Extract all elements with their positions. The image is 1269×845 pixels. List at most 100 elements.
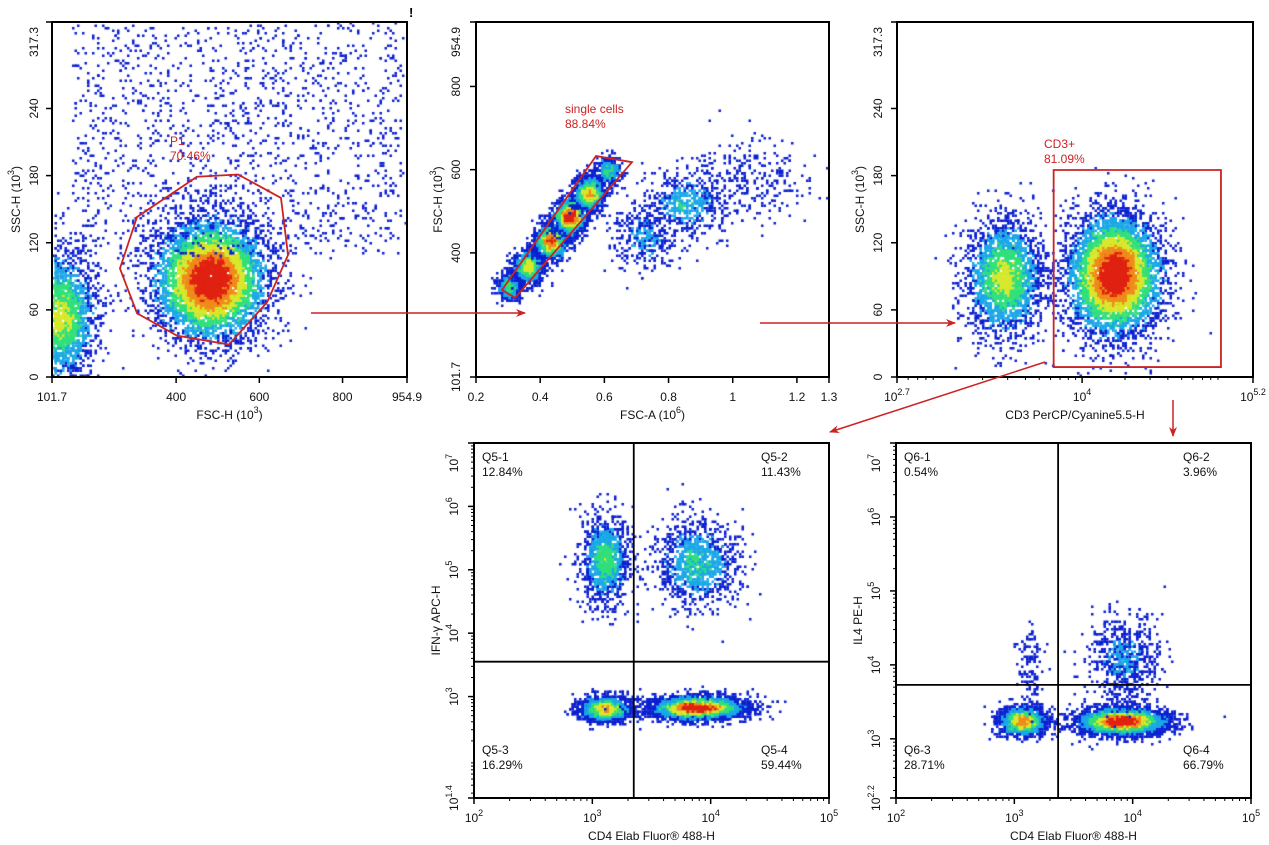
quadrant-name: Q6-3	[904, 743, 931, 757]
tick-label-base: 600	[449, 159, 463, 179]
tick-label-base: 0	[871, 373, 885, 380]
axis-label-exponent: 3	[850, 170, 860, 175]
y-tick-label: 101.4	[444, 785, 461, 811]
x-tick-label: 103	[583, 808, 601, 825]
tick-label-base: 10	[887, 811, 901, 825]
tick-label-base: 0.6	[596, 390, 613, 404]
tick-label-base: 10	[1073, 390, 1087, 404]
plot-frame	[51, 21, 408, 378]
tick-label-base: 10	[869, 512, 883, 526]
y-tick-label: 107	[444, 454, 461, 472]
x-tick-label: 105	[820, 808, 838, 825]
x-tick-label: 1.3	[821, 390, 838, 404]
y-tick-label: 107	[866, 454, 883, 472]
axis-label-text: CD3 PerCP/Cyanine5.5-H	[1005, 408, 1144, 422]
tick-label-exponent: 2.2	[866, 785, 876, 798]
y-tick-label: 317.3	[871, 27, 885, 57]
tick-label-exponent: 5	[833, 808, 838, 818]
plot-frame	[896, 21, 1254, 378]
quadrant-name: Q6-4	[1183, 743, 1210, 757]
quadrant-percent: 11.43%	[761, 465, 801, 479]
axis-label-tail: )	[9, 166, 23, 170]
y-tick-label: 105	[444, 561, 461, 579]
tick-label-base: 317.3	[871, 27, 885, 57]
x-tick-label: 800	[333, 390, 353, 404]
y-tick-label: 600	[449, 159, 463, 179]
tick-label-base: 0.2	[468, 390, 485, 404]
x-axis-label: FSC-A (106)	[620, 405, 685, 422]
quadrant-percent: 66.79%	[1183, 758, 1224, 772]
x-tick-label: 1.2	[789, 390, 806, 404]
tick-label-base: 10	[583, 811, 597, 825]
x-tick-label: 0.4	[532, 390, 549, 404]
x-axis-label: CD4 Elab Fluor® 488-H	[588, 829, 715, 843]
tick-label-base: 10	[447, 565, 461, 579]
axis-label-exponent: 6	[676, 405, 681, 415]
tick-label-base: 180	[27, 165, 41, 185]
tick-label-base: 800	[449, 76, 463, 96]
tick-label-base: 10	[869, 660, 883, 674]
x-tick-label: 105	[1242, 808, 1260, 825]
quadrant-percent: 59.44%	[761, 758, 802, 772]
axis-label-tail: )	[853, 166, 867, 170]
tick-label-base: 600	[249, 390, 269, 404]
tick-label-exponent: 3	[597, 808, 602, 818]
gate-percent: 70.46%	[170, 149, 211, 163]
tick-label-base: 10	[869, 734, 883, 748]
y-tick-label: 240	[27, 98, 41, 118]
tick-label-base: 400	[166, 390, 186, 404]
y-tick-label: 240	[871, 98, 885, 118]
tick-label-exponent: 6	[444, 497, 454, 502]
y-tick-label: 120	[27, 232, 41, 252]
x-tick-label: 104	[701, 808, 719, 825]
x-tick-label: 102	[465, 808, 483, 825]
x-tick-label: 954.9	[392, 390, 422, 404]
tick-label-exponent: 4	[715, 808, 720, 818]
x-tick-label: 0.6	[596, 390, 613, 404]
tick-label-base: 1.3	[821, 390, 838, 404]
plot-2: 0.2 0.4 0.6 0.8 1 1.2 1.3 101.7 400 600 800 954.9 FS…	[428, 21, 838, 422]
x-tick-label: 103	[1005, 808, 1023, 825]
tick-label-exponent: 4	[1086, 387, 1091, 397]
tick-label-exponent: 3	[1019, 808, 1024, 818]
tick-label-base: 10	[447, 692, 461, 706]
y-axis-label: IFN-γ APC-H	[429, 586, 443, 656]
axis-label-tail: )	[259, 408, 263, 422]
tick-label-exponent: 4	[1137, 808, 1142, 818]
x-tick-label: 600	[249, 390, 269, 404]
tick-label-base: 240	[27, 98, 41, 118]
tick-label-exponent: 4	[866, 656, 876, 661]
tick-label-base: 101.7	[37, 390, 67, 404]
x-axis-label: CD3 PerCP/Cyanine5.5-H	[1005, 408, 1144, 422]
tick-label-exponent: 7	[866, 454, 876, 459]
y-tick-label: 180	[27, 165, 41, 185]
tick-label-base: 10	[447, 629, 461, 643]
y-tick-label: 0	[871, 373, 885, 380]
tick-label-base: 954.9	[449, 27, 463, 57]
y-axis-label: FSC-H (103)	[428, 166, 445, 232]
density-dots-plot-5	[896, 443, 1251, 798]
tick-label-base: 317.3	[27, 27, 41, 57]
tick-label-exponent: 7	[444, 454, 454, 459]
y-tick-label: 104	[444, 624, 461, 642]
tick-label-base: 0.8	[660, 390, 677, 404]
tick-label-base: 10	[447, 459, 461, 473]
x-tick-label: 104	[1073, 387, 1091, 404]
tick-label-base: 10	[869, 797, 883, 811]
quadrant-name: Q5-2	[761, 450, 788, 464]
gate-cd3-	[1052, 169, 1222, 368]
axis-label-text: FSC-H (10	[196, 408, 254, 422]
plot-1: 101.7 400 600 800 954.9 0 60 120 180 240 317.3 FSC-…	[6, 21, 422, 422]
y-tick-label: 106	[866, 508, 883, 526]
tick-label-base: 400	[449, 243, 463, 263]
tick-label-base: 60	[27, 303, 41, 317]
density-dots-plot-2	[476, 22, 829, 377]
x-tick-label: 400	[166, 390, 186, 404]
y-tick-label: 317.3	[27, 27, 41, 57]
x-tick-label: 0.2	[468, 390, 485, 404]
axis-label-text: FSC-A (10	[620, 408, 676, 422]
y-tick-label: 60	[27, 303, 41, 317]
quadrant-percent: 3.96%	[1183, 465, 1217, 479]
